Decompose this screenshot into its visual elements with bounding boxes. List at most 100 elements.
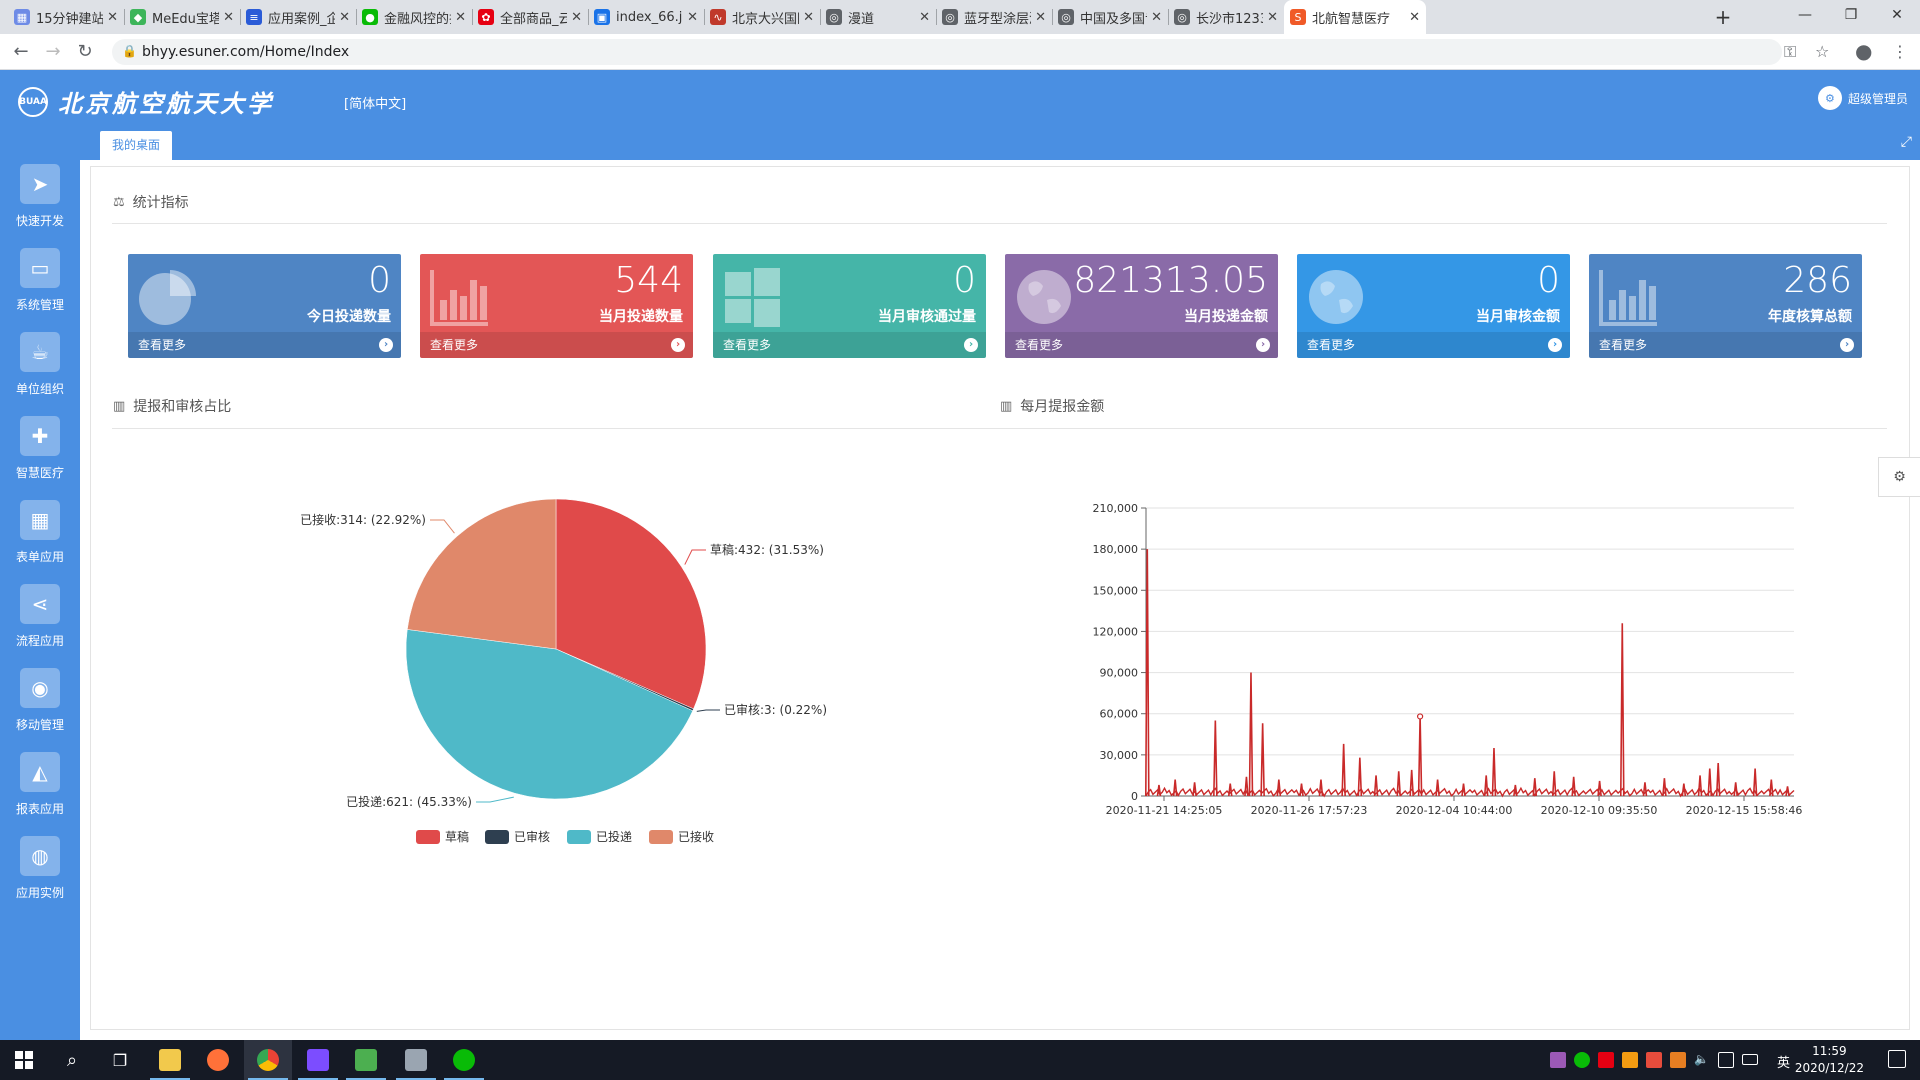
tray-icon[interactable]	[1646, 1052, 1662, 1068]
app-icon[interactable]	[392, 1040, 440, 1080]
firefox-icon[interactable]	[194, 1040, 242, 1080]
browser-tab[interactable]: ≡ 应用案例_企业✕	[240, 0, 356, 34]
close-icon[interactable]: ✕	[687, 9, 698, 25]
profile-icon[interactable]: ●	[1855, 39, 1873, 63]
sidebar-item[interactable]: ▦ 表单应用	[0, 496, 80, 580]
windows-start-icon[interactable]	[0, 1040, 48, 1080]
close-icon[interactable]: ✕	[571, 9, 582, 25]
tab-title: 蓝牙型涂层测	[964, 11, 1031, 27]
browser-tab[interactable]: ◎ 中国及多国专✕	[1052, 0, 1168, 34]
ime-indicator[interactable]: 英	[1777, 1056, 1791, 1071]
browser-tab[interactable]: ▣ index_66.jpg✕	[588, 0, 704, 34]
browser-tab[interactable]: S 北航智慧医疗 ✕	[1284, 0, 1426, 34]
close-icon[interactable]: ✕	[107, 9, 118, 25]
close-icon[interactable]: ✕	[223, 9, 234, 25]
sidebar-item[interactable]: ▭ 系统管理	[0, 244, 80, 328]
close-icon[interactable]: ✕	[339, 9, 350, 25]
search-icon[interactable]: ⌕	[66, 1049, 78, 1071]
forward-arrow-icon[interactable]: →	[45, 41, 61, 62]
minimize-button[interactable]: —	[1798, 7, 1812, 23]
tray-icon[interactable]	[1622, 1052, 1638, 1068]
close-icon[interactable]: ✕	[1151, 9, 1162, 25]
view-more-text: 查看更多	[138, 338, 187, 352]
sidebar-item[interactable]: ◭ 报表应用	[0, 748, 80, 832]
tab-favicon-icon: ●	[362, 9, 378, 25]
restore-button[interactable]: ❐	[1844, 7, 1858, 23]
close-window-button[interactable]: ✕	[1891, 7, 1903, 23]
close-icon[interactable]: ✕	[1267, 9, 1278, 25]
notification-icon[interactable]	[1888, 1050, 1906, 1068]
close-icon[interactable]: ✕	[1035, 9, 1046, 25]
close-icon[interactable]: ✕	[455, 9, 466, 25]
view-more-link[interactable]: 查看更多 ›	[713, 332, 986, 358]
view-more-link[interactable]: 查看更多 ›	[128, 332, 401, 358]
browser-tab[interactable]: ◆ MeEdu宝塔一✕	[124, 0, 240, 34]
close-icon[interactable]: ✕	[919, 9, 930, 25]
sidebar-item[interactable]: ◉ 移动管理	[0, 664, 80, 748]
screen-icon[interactable]	[1718, 1052, 1734, 1068]
browser-tab[interactable]: ◎ 漫道 ✕	[820, 0, 936, 34]
fullscreen-icon[interactable]: ⤢	[1900, 134, 1912, 150]
tray-icon[interactable]	[1598, 1052, 1614, 1068]
browser-tab[interactable]: ◎ 蓝牙型涂层测✕	[936, 0, 1052, 34]
task-view-icon[interactable]: ❐	[112, 1050, 128, 1070]
view-more-link[interactable]: 查看更多 ›	[420, 332, 693, 358]
stat-card[interactable]: 0 当月审核金额 查看更多 ›	[1297, 254, 1570, 358]
tab-title: 长沙市12333	[1196, 11, 1263, 27]
clock[interactable]: 11:59 2020/12/22	[1795, 1043, 1864, 1077]
browser-tab[interactable]: ∿ 北京大兴国际✕	[704, 0, 820, 34]
stat-card[interactable]: 0 当月审核通过量 查看更多 ›	[713, 254, 986, 358]
app-icon[interactable]	[294, 1040, 342, 1080]
app-icon[interactable]	[342, 1040, 390, 1080]
settings-gear-icon[interactable]: ⚙	[1878, 457, 1920, 497]
stat-card[interactable]: 821313.05 当月投递金额 查看更多 ›	[1005, 254, 1278, 358]
sidebar-item[interactable]: ➤ 快速开发	[0, 160, 80, 244]
wechat-icon[interactable]	[440, 1040, 488, 1080]
tray-icon[interactable]	[1550, 1052, 1566, 1068]
close-icon[interactable]: ✕	[803, 9, 814, 25]
arrow-right-circle-icon[interactable]: ›	[1548, 338, 1562, 352]
key-icon[interactable]: ⚿	[1784, 42, 1797, 61]
view-more-link[interactable]: 查看更多 ›	[1589, 332, 1862, 358]
series-peak	[1396, 771, 1402, 797]
arrow-right-circle-icon[interactable]: ›	[1840, 338, 1854, 352]
sidebar-item[interactable]: ✚ 智慧医疗	[0, 412, 80, 496]
user-menu[interactable]: ⚙ 超级管理员	[1817, 86, 1908, 110]
browser-tab[interactable]: ▦ 15分钟建站 -✕	[8, 0, 124, 34]
network-icon[interactable]	[1742, 1054, 1758, 1065]
reload-icon[interactable]: ↻	[77, 41, 93, 62]
new-tab-button[interactable]: +	[1714, 5, 1732, 29]
tab-favicon-icon: ◆	[130, 9, 146, 25]
browser-tab[interactable]: ● 金融风控的护✕	[356, 0, 472, 34]
url-field[interactable]: 🔒 bhyy.esuner.com/Home/Index	[112, 39, 1782, 65]
university-logo[interactable]: BUAA 北京航空航天大学	[18, 84, 274, 119]
stat-card[interactable]: 0 今日投递数量 查看更多 ›	[128, 254, 401, 358]
stat-card[interactable]: 544 当月投递数量 查看更多 ›	[420, 254, 693, 358]
chrome-icon[interactable]	[244, 1040, 292, 1080]
arrow-right-circle-icon[interactable]: ›	[1256, 338, 1270, 352]
view-more-link[interactable]: 查看更多 ›	[1005, 332, 1278, 358]
sidebar-item[interactable]: ⋖ 流程应用	[0, 580, 80, 664]
arrow-right-circle-icon[interactable]: ›	[964, 338, 978, 352]
arrow-right-circle-icon[interactable]: ›	[379, 338, 393, 352]
volume-icon[interactable]: 🔈	[1694, 1052, 1709, 1066]
browser-tab[interactable]: ◎ 长沙市12333✕	[1168, 0, 1284, 34]
filezilla-icon[interactable]	[1670, 1052, 1686, 1068]
x-tick-label: 2020-12-04 10:44:00	[1396, 804, 1513, 817]
browser-tab[interactable]: ✿ 全部商品_云市✕	[472, 0, 588, 34]
sidebar-item[interactable]: ◍ 应用实例	[0, 832, 80, 916]
arrow-right-circle-icon[interactable]: ›	[671, 338, 685, 352]
wechat-tray-icon[interactable]	[1574, 1052, 1590, 1068]
tab-my-desktop[interactable]: 我的桌面	[100, 131, 173, 160]
more-menu-icon[interactable]: ⋮	[1892, 42, 1908, 61]
close-icon[interactable]: ✕	[1409, 9, 1420, 25]
view-more-link[interactable]: 查看更多 ›	[1297, 332, 1570, 358]
view-more-text: 查看更多	[1307, 338, 1356, 352]
language-switch[interactable]: [简体中文]	[344, 97, 407, 112]
series-peak	[1785, 786, 1790, 797]
stat-card[interactable]: 286 年度核算总额 查看更多 ›	[1589, 254, 1862, 358]
file-explorer-icon[interactable]	[146, 1040, 194, 1080]
sidebar-item[interactable]: ☕ 单位组织	[0, 328, 80, 412]
back-arrow-icon[interactable]: ←	[13, 41, 29, 62]
bookmark-star-icon[interactable]: ☆	[1815, 42, 1830, 61]
